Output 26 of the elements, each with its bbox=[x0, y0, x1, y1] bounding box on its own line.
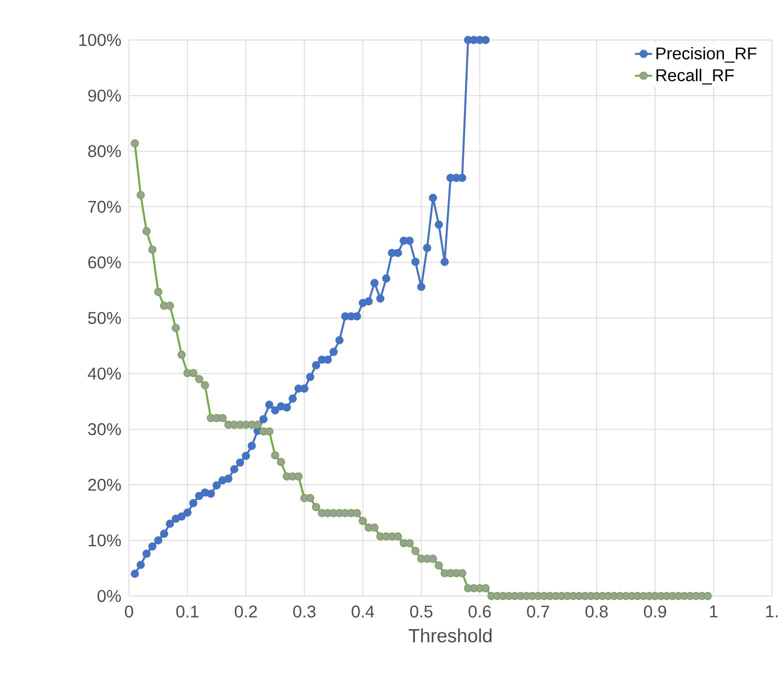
x-tick-label: 0 bbox=[124, 606, 134, 618]
x-tick-label: 0.3 bbox=[293, 606, 316, 618]
x-tick-label: 0.4 bbox=[352, 606, 374, 618]
x-tick-label: 1. bbox=[766, 606, 778, 618]
y-tick-label: 100% bbox=[79, 34, 121, 46]
x-tick-label: 0.2 bbox=[234, 606, 257, 618]
y-tick-label: 50% bbox=[88, 312, 121, 324]
y-tick-label: 20% bbox=[88, 478, 121, 491]
y-tick-label: 60% bbox=[88, 256, 121, 268]
legend-label: Precision_RF bbox=[656, 46, 756, 63]
x-tick-label: 0.6 bbox=[468, 606, 491, 618]
x-tick-label: 1 bbox=[710, 606, 718, 618]
x-tick-label: 0.5 bbox=[410, 606, 432, 618]
x-tick-label: 0.1 bbox=[176, 606, 198, 618]
x-tick-label: 0.8 bbox=[585, 606, 608, 618]
x-axis-title: Threshold bbox=[408, 628, 492, 642]
y-tick-label: 40% bbox=[88, 368, 121, 380]
legend-label: Recall_RF bbox=[656, 68, 734, 84]
y-tick-label: 90% bbox=[88, 90, 121, 102]
y-tick-label: 70% bbox=[88, 200, 121, 213]
x-tick-label: 0.9 bbox=[644, 606, 666, 618]
y-tick-label: 30% bbox=[88, 423, 121, 436]
y-tick-label: 80% bbox=[88, 145, 121, 158]
x-tick-label: 0.7 bbox=[527, 606, 550, 618]
y-tick-label: 10% bbox=[88, 534, 121, 546]
y-tick-label: 0% bbox=[98, 590, 121, 602]
